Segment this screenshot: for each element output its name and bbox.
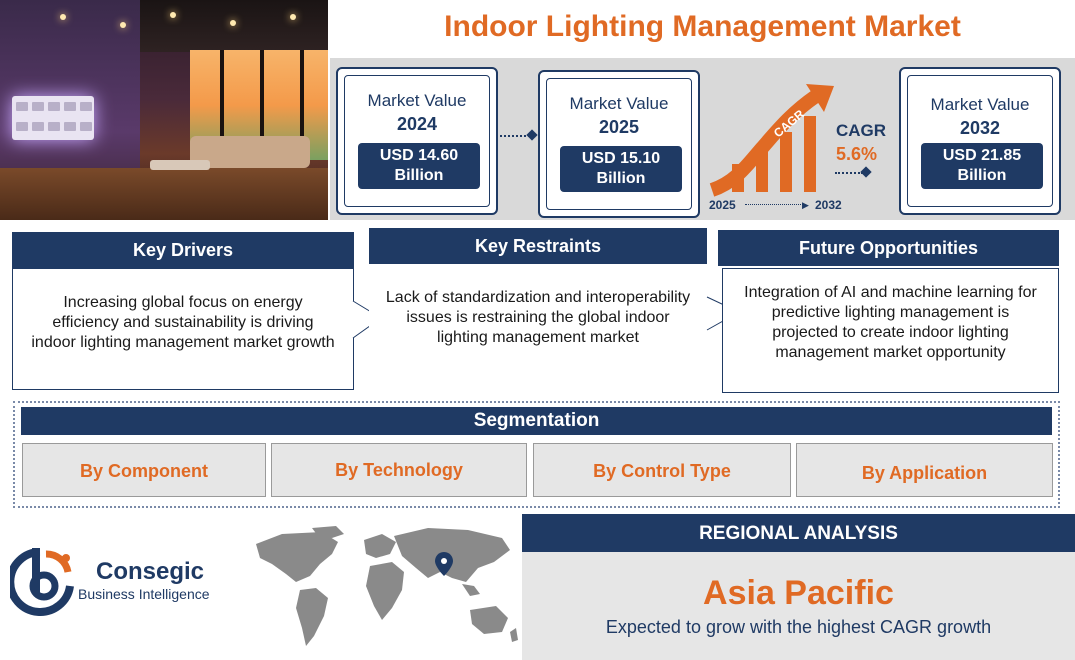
timeline-arrowhead-icon: ▶ (802, 200, 809, 210)
segment-by-technology: By Technology (271, 443, 527, 497)
market-value-card-2024: Market Value 2024 USD 14.60 Billion (336, 67, 498, 215)
connector-line (835, 172, 863, 174)
segmentation-heading: Segmentation (21, 407, 1052, 435)
card-inner-border (344, 75, 490, 207)
market-value-year: 2025 (598, 117, 640, 137)
market-value-card-2032: Market Value 2032 USD 21.85 Billion (899, 67, 1061, 215)
market-value-amount: USD 21.85 Billion (921, 143, 1043, 189)
future-opportunities-text: Integration of AI and machine learning f… (722, 268, 1059, 393)
regional-subtitle: Expected to grow with the highest CAGR g… (605, 617, 992, 637)
connector-line (500, 135, 530, 137)
market-value-year: 2032 (959, 118, 1001, 138)
market-value-amount: USD 15.10 Billion (560, 146, 682, 192)
cagr-end-year: 2032 (815, 198, 842, 212)
regional-leading-region: Asia Pacific (703, 574, 894, 612)
segment-by-application: By Application (796, 443, 1053, 497)
hero-floor (0, 168, 328, 220)
key-drivers-heading: Key Drivers (12, 232, 354, 268)
regional-analysis-heading: REGIONAL ANALYSIS (522, 514, 1075, 552)
market-value-year: 2024 (396, 114, 438, 134)
logo-brand-name: Consegic (96, 558, 205, 585)
cagr-label: CAGR (836, 121, 887, 140)
cagr-growth-arrow-icon: CAGR (709, 84, 834, 197)
world-map-icon (256, 526, 518, 646)
future-opportunities-heading: Future Opportunities (718, 230, 1059, 266)
cagr-value: 5.6% (836, 144, 878, 164)
key-restraints-text: Lack of standardization and interoperabi… (369, 268, 707, 390)
key-restraints-heading: Key Restraints (369, 228, 707, 264)
ceiling-spotlight (120, 22, 126, 28)
ceiling-spotlight (290, 14, 296, 20)
timeline-line (745, 204, 805, 205)
cagr-start-year: 2025 (709, 198, 736, 212)
hero-sofa (190, 136, 310, 168)
ceiling-spotlight (60, 14, 66, 20)
page-title: Indoor Lighting Management Market (444, 10, 961, 43)
logo-tagline: Business Intelligence (78, 586, 210, 602)
market-value-label: Market Value (930, 95, 1030, 114)
ceiling-spotlight (230, 20, 236, 26)
hero-coffee-table (150, 160, 210, 170)
market-value-label: Market Value (367, 91, 467, 110)
segment-by-control-type: By Control Type (533, 443, 791, 497)
consegic-logo-icon (10, 548, 74, 616)
key-drivers-text: Increasing global focus on energy effici… (12, 268, 354, 390)
market-value-label: Market Value (569, 94, 669, 113)
smart-lighting-panel (12, 96, 94, 140)
market-value-card-2025: Market Value 2025 USD 15.10 Billion (538, 70, 700, 218)
ceiling-spotlight (170, 12, 176, 18)
card-inner-border (907, 75, 1053, 207)
card-inner-border (546, 78, 692, 210)
hero-living-room-image (0, 0, 328, 220)
segment-by-component: By Component (22, 443, 266, 497)
market-value-amount: USD 14.60 Billion (358, 143, 480, 189)
segmentation-frame (13, 401, 1060, 508)
